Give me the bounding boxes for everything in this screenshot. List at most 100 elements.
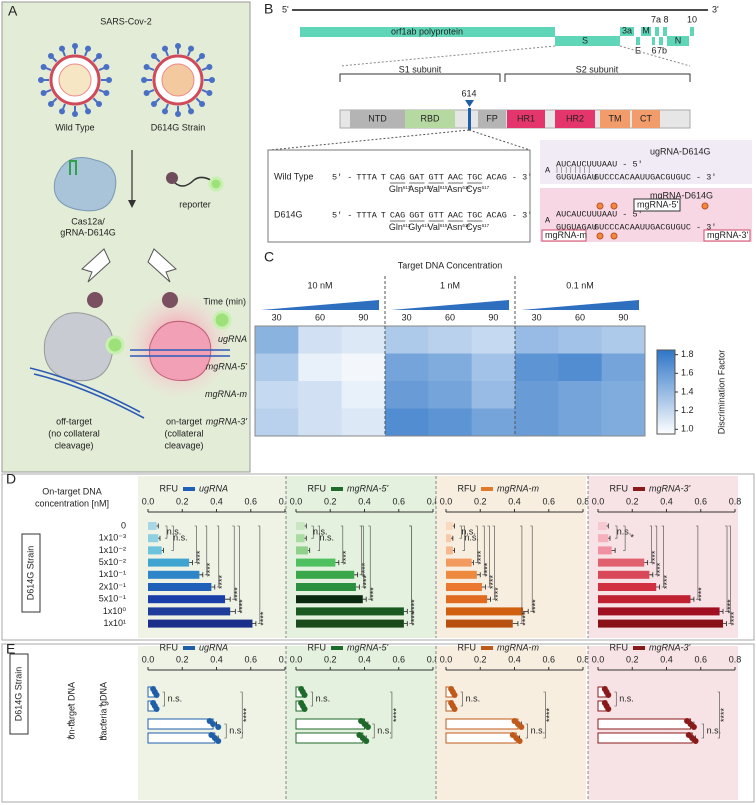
significance-bracket — [216, 525, 220, 588]
replicate-point — [692, 738, 699, 744]
x-tick-label: 0.0 — [142, 654, 155, 664]
significance-label: **** — [729, 611, 739, 626]
legend-label: mgRNA-5' — [347, 483, 389, 493]
significance-bracket — [409, 525, 412, 624]
axis-label: RFU — [610, 483, 629, 493]
gene-block — [690, 27, 694, 36]
virus-core — [58, 63, 92, 97]
significance-label: n.s. — [168, 693, 183, 703]
domain-label: TM — [609, 113, 622, 123]
virus-spike-head — [161, 45, 168, 52]
error-bar — [354, 572, 359, 578]
domain — [600, 110, 630, 128]
heatmap-frame — [254, 325, 646, 437]
x-tick-label: 0.0 — [592, 496, 605, 506]
error-bar — [611, 547, 616, 553]
significance-bracket — [311, 525, 314, 539]
bar — [598, 522, 607, 530]
codon: TGC — [467, 210, 482, 220]
significance-bracket — [361, 525, 364, 588]
error-bar — [487, 596, 491, 602]
amino-name: Asn — [447, 222, 463, 232]
bar — [295, 718, 365, 730]
x-tick-label: 0.4 — [660, 654, 673, 664]
amino-position: 615 — [440, 223, 448, 228]
heatmap-cell — [298, 408, 342, 437]
virus-spike — [92, 56, 99, 63]
x-tick-label: 0.8 — [577, 496, 590, 506]
bar — [598, 583, 657, 591]
error-bar — [476, 572, 481, 578]
panel-frame — [1, 473, 755, 641]
significance-bracket — [728, 525, 731, 624]
gene-label: 10 — [687, 14, 697, 24]
significance-bracket — [372, 723, 375, 739]
heatmap-cell — [428, 408, 472, 437]
heatmap-cell — [341, 326, 386, 354]
x-tick-label: 0.8 — [427, 496, 440, 506]
bar — [148, 619, 253, 628]
mutation-site — [468, 108, 471, 130]
x-tick-label: 0.8 — [729, 496, 742, 506]
legend-label: ugRNA — [199, 642, 228, 652]
arrow-head — [128, 200, 136, 208]
heatmap-cell — [255, 408, 299, 437]
x-tick-label: 0.6 — [392, 496, 405, 506]
bar — [445, 718, 519, 730]
replicate-point — [215, 724, 222, 730]
condition-sign: + — [98, 700, 103, 710]
cas-label: Cas12a/ — [71, 216, 105, 226]
significance-bracket — [487, 525, 490, 588]
colorbar-step — [657, 379, 675, 382]
replicate-point — [516, 738, 523, 744]
guide-seq: GUCCCACAAUUGACGUGUC - 3' — [594, 172, 716, 182]
heatmap-cell — [601, 353, 646, 382]
bar — [446, 583, 482, 591]
codon: GGT — [409, 210, 424, 220]
replicate-point — [605, 706, 612, 712]
heatmap-cell — [558, 353, 602, 382]
heatmap-cell — [341, 353, 386, 382]
replicate-point — [518, 724, 525, 730]
outcome-label: (no collateral — [48, 428, 100, 438]
replicate-point — [690, 724, 697, 730]
x-tick-label: 0.2 — [474, 496, 487, 506]
sequence-flank: TTTA — [356, 172, 377, 182]
x-tick-label: 0.2 — [176, 496, 189, 506]
bar — [148, 558, 190, 567]
error-bar — [161, 547, 164, 553]
legend-swatch — [183, 646, 195, 650]
heatmap-cell — [471, 408, 516, 437]
bar — [148, 570, 200, 579]
virus-spike-head — [58, 108, 65, 115]
legend-label: mgRNA-m — [497, 483, 540, 493]
error-bar — [644, 560, 649, 566]
time-label: 30 — [532, 312, 542, 322]
virus-spike-head — [72, 43, 78, 49]
x-tick-label: 0.2 — [324, 654, 337, 664]
x-tick-label: 0.2 — [626, 496, 639, 506]
virus-spike-head — [96, 101, 103, 108]
category-label: 1x10⁰ — [103, 606, 127, 616]
bar — [147, 732, 216, 744]
strain-label: D614G Strain — [13, 667, 23, 722]
error-bar — [304, 535, 307, 541]
colorbar-step — [657, 374, 675, 378]
significance-bracket — [194, 525, 197, 563]
domain-label: HR2 — [566, 113, 584, 123]
virus-spike-head — [150, 101, 157, 108]
amino-name: Gln — [389, 222, 403, 232]
significance-bracket — [701, 723, 704, 739]
legend-label: ugRNA — [199, 483, 228, 493]
complex-on — [149, 320, 212, 382]
significance-label: n.s. — [229, 725, 244, 735]
colorbar-step — [657, 356, 675, 359]
guide-seq: AUCAUCUUUAAU - 5' — [556, 159, 643, 169]
codon: GTT — [429, 210, 444, 220]
significance-label: **** — [233, 587, 243, 602]
significance-label: **** — [238, 599, 248, 614]
colorbar-step — [657, 414, 675, 418]
gene-block — [652, 37, 655, 45]
heatmap-cell — [428, 326, 472, 354]
time-label: Time (min) — [203, 296, 246, 306]
